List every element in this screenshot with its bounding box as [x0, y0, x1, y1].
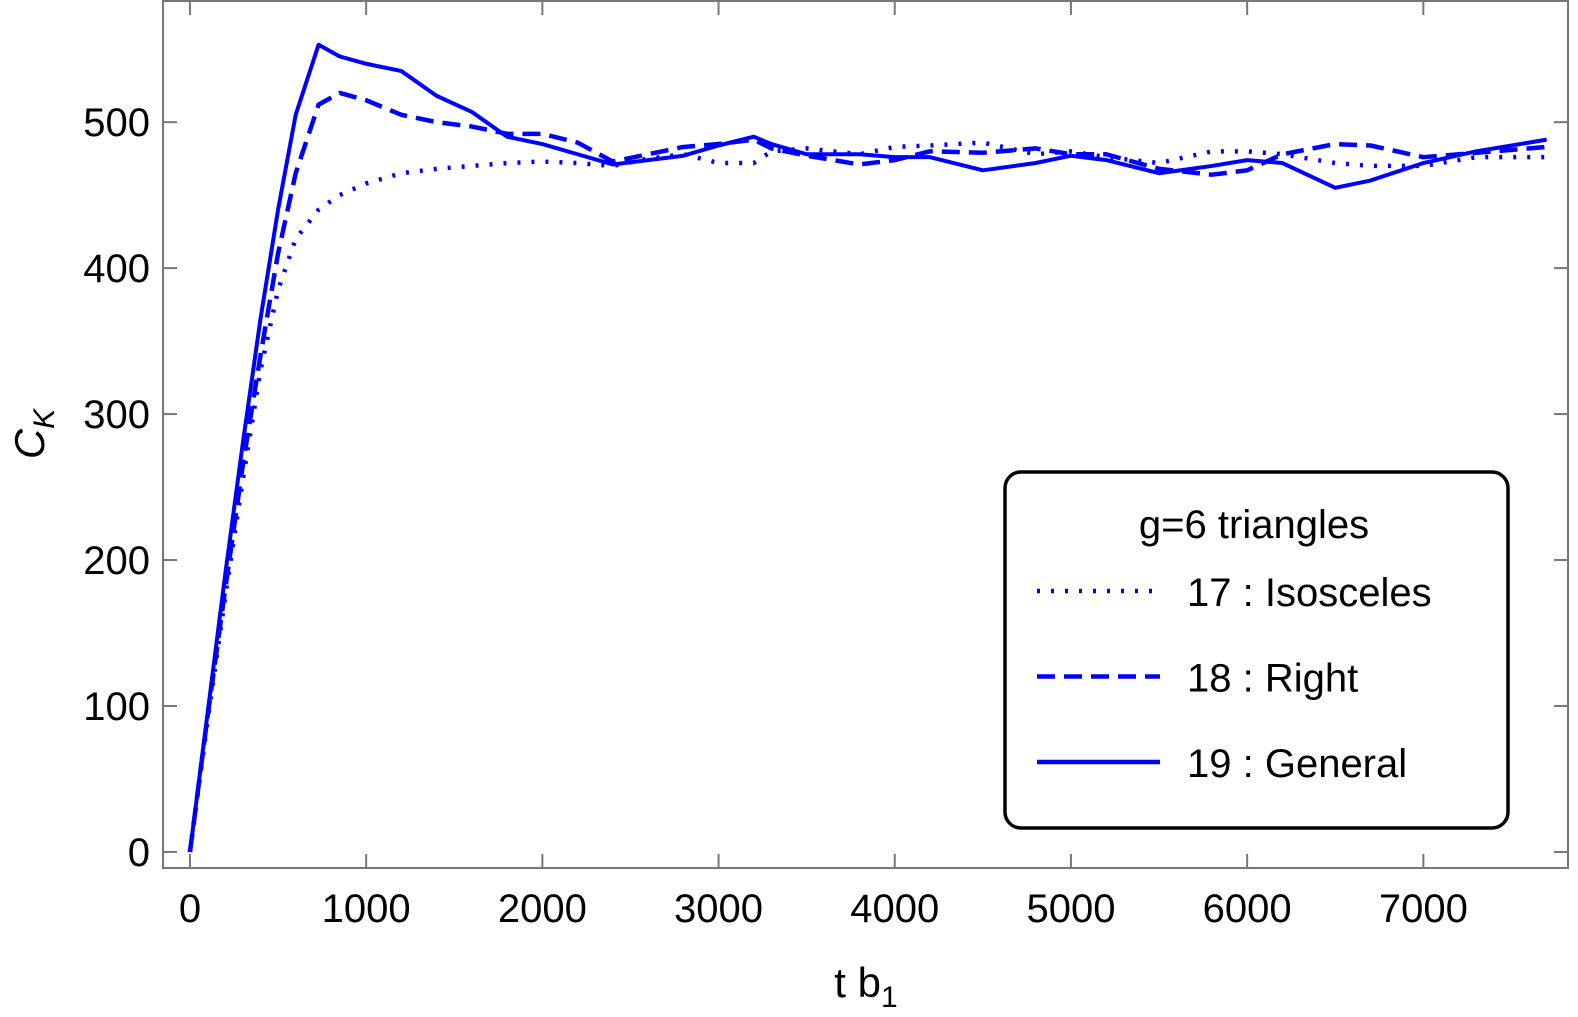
x-tick-label: 0: [179, 887, 201, 931]
series-line: [187, 42, 1548, 853]
legend-box: [1003, 470, 1510, 830]
y-tick-label: 500: [83, 101, 150, 145]
y-axis-label: CK: [6, 407, 61, 459]
series-line: [187, 140, 1547, 853]
x-tick-label: 2000: [498, 887, 587, 931]
x-tick-label: 3000: [674, 887, 763, 931]
legend: g=6 triangles 17 : Isosceles 18 : Right 19 …: [1003, 470, 1510, 830]
y-tick-label: 400: [83, 247, 150, 291]
x-tick-label: 7000: [1379, 887, 1468, 931]
legend-label: 17 : Isosceles: [1187, 571, 1432, 615]
y-tick-label: 300: [83, 393, 150, 437]
y-tick-label: 100: [83, 685, 150, 729]
x-tick-label: 5000: [1026, 887, 1115, 931]
legend-label: 19 : General: [1187, 742, 1407, 786]
x-axis-label: t b1: [834, 959, 897, 1012]
x-tick-label: 1000: [322, 887, 411, 931]
x-tick-label: 4000: [850, 887, 939, 931]
legend-label: 18 : Right: [1187, 657, 1358, 701]
y-axis-label-text: C: [6, 428, 53, 459]
y-tick-label: 0: [128, 831, 150, 875]
legend-title: g=6 triangles: [1139, 503, 1369, 547]
x-axis-label-text: t b: [834, 959, 881, 1006]
x-tick-label: 6000: [1203, 887, 1292, 931]
y-tick-label: 200: [83, 539, 150, 583]
plot-frame: [162, 0, 1569, 869]
y-axis-label-sub: K: [28, 407, 61, 429]
x-axis-label-sub: 1: [881, 981, 898, 1012]
